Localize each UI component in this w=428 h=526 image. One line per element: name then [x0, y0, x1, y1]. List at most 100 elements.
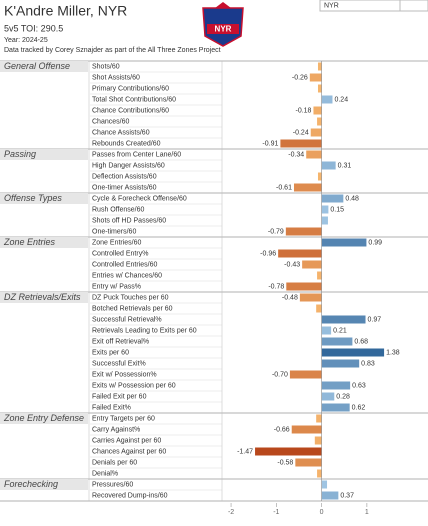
- metric-label: Carry Against%: [92, 426, 140, 433]
- metric-label: Pressures/60: [92, 481, 133, 488]
- value-label: -0.34: [288, 151, 304, 158]
- bar: [314, 436, 322, 445]
- value-label: 0.24: [334, 96, 348, 103]
- bar: [316, 414, 322, 423]
- bar: [317, 271, 322, 280]
- value-label: -0.66: [274, 426, 290, 433]
- metric-label: Entry Targets per 60: [92, 415, 155, 422]
- value-label: -0.24: [293, 129, 309, 136]
- section-label: Zone Entry Defense: [3, 413, 84, 423]
- bar: [317, 172, 322, 181]
- bar: [321, 392, 335, 401]
- year: Year: 2024-25: [4, 37, 48, 44]
- metric-label: Entry w/ Pass%: [92, 283, 141, 290]
- value-label: -0.91: [262, 140, 278, 147]
- bar: [321, 161, 336, 170]
- metric-label: Botched Retrievals per 60: [92, 305, 173, 312]
- metric-label: Denials per 60: [92, 459, 137, 466]
- bar: [321, 491, 339, 500]
- team-filter[interactable]: NYR: [319, 0, 428, 12]
- section-label: Offense Types: [4, 193, 62, 203]
- bar: [321, 216, 328, 225]
- bar: [302, 260, 322, 269]
- source: Data tracked by Corey Sznajder as part o…: [4, 47, 221, 54]
- value-label: 0.68: [354, 338, 368, 345]
- bar: [317, 62, 322, 71]
- bar: [321, 337, 353, 346]
- bar: [321, 238, 367, 247]
- section-band: [0, 479, 88, 490]
- section-band: [0, 292, 88, 303]
- bar: [289, 370, 322, 379]
- metric-label: Shot Assists/60: [92, 74, 140, 81]
- logo: NYR: [202, 2, 244, 47]
- value-label: 0.83: [361, 360, 375, 367]
- bar: [285, 227, 322, 236]
- section-label: Zone Entries: [3, 237, 56, 247]
- metric-label: Exit w/ Possession%: [92, 371, 157, 378]
- metric-label: Controlled Entry%: [92, 250, 148, 257]
- bar: [295, 458, 322, 467]
- value-label: 0.99: [368, 239, 382, 246]
- metric-label: Passes from Center Lane/60: [92, 151, 181, 158]
- metric-label: Failed Exit%: [92, 404, 131, 411]
- bar: [310, 128, 322, 137]
- section-label: DZ Retrievals/Exits: [4, 292, 81, 302]
- metric-label: Zone Entries/60: [92, 239, 142, 246]
- metric-label: Exit off Retrieval%: [92, 338, 149, 345]
- section-band: [0, 149, 88, 160]
- section-band: [0, 413, 88, 424]
- value-label: -0.61: [276, 184, 292, 191]
- bar: [317, 469, 322, 478]
- section-band: [0, 193, 88, 204]
- metric-label: Chances/60: [92, 118, 129, 125]
- metric-label: Failed Exit per 60: [92, 393, 147, 400]
- section-label: General Offense: [4, 61, 70, 71]
- x-tick-label: 1: [365, 509, 369, 516]
- team-filter-text[interactable]: NYR: [324, 2, 339, 9]
- bar: [309, 73, 322, 82]
- section-label: Forechecking: [4, 479, 58, 489]
- value-label: -0.58: [277, 459, 293, 466]
- value-label: 0.28: [336, 393, 350, 400]
- bar: [317, 117, 322, 126]
- value-label: -1.47: [237, 448, 253, 455]
- bar: [317, 84, 322, 93]
- metric-label: Exits per 60: [92, 349, 129, 356]
- value-label: -0.43: [284, 261, 300, 268]
- bar: [321, 359, 360, 368]
- bar: [313, 106, 322, 115]
- logo-text: NYR: [215, 25, 232, 34]
- metric-label: Primary Contributions/60: [92, 85, 169, 92]
- section-label: Passing: [4, 149, 36, 159]
- toi: 5v5 TOI: 290.5: [4, 23, 63, 33]
- bar: [321, 205, 329, 214]
- value-label: -0.48: [282, 294, 298, 301]
- metric-label: Rebounds Created/60: [92, 140, 161, 147]
- value-label: 0.31: [338, 162, 352, 169]
- metric-label: High Danger Assists/60: [92, 162, 165, 169]
- bar: [321, 403, 350, 412]
- bar: [280, 139, 322, 148]
- metric-label: Chance Assists/60: [92, 129, 150, 136]
- metric-label: Retrievals Leading to Exits per 60: [92, 327, 197, 334]
- value-label: -0.96: [260, 250, 276, 257]
- section-band: [0, 237, 88, 248]
- metric-label: Shots off HD Passes/60: [92, 217, 166, 224]
- section-band: [0, 61, 88, 72]
- metric-label: Entries w/ Chances/60: [92, 272, 162, 279]
- x-tick-label: -2: [228, 509, 234, 516]
- bar: [286, 282, 322, 291]
- value-label: 0.63: [352, 382, 366, 389]
- chart-title: K'Andre Miller, NYR: [4, 3, 127, 19]
- metric-label: One-timers/60: [92, 228, 136, 235]
- bar: [299, 293, 322, 302]
- bar: [321, 95, 333, 104]
- metric-label: Controlled Entries/60: [92, 261, 157, 268]
- bar: [293, 183, 322, 192]
- value-label: -0.26: [292, 74, 308, 81]
- bar: [278, 249, 322, 258]
- metric-label: Carries Against per 60: [92, 437, 161, 444]
- x-tick-label: 0: [320, 509, 324, 516]
